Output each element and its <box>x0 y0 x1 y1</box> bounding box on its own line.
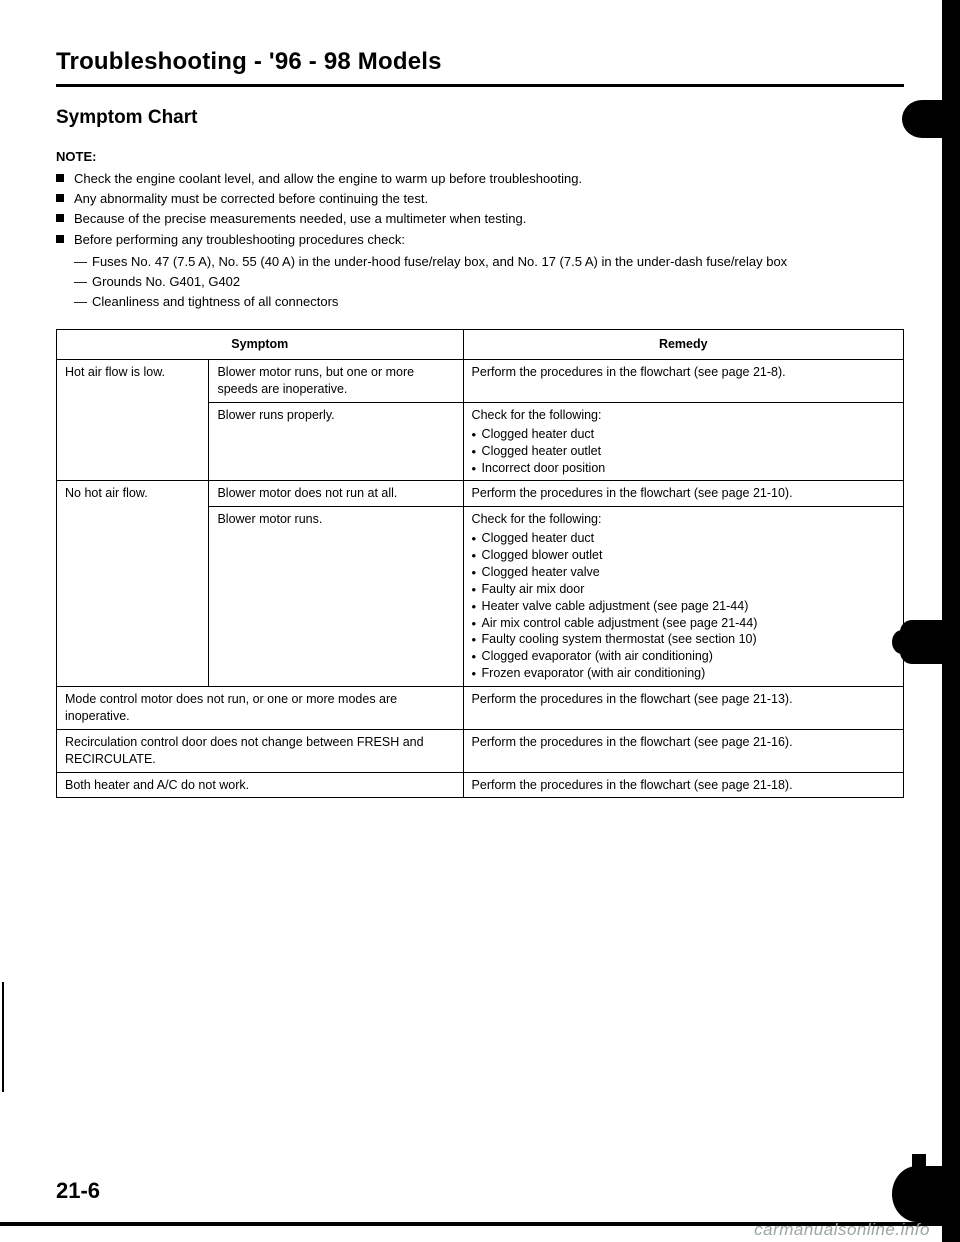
remedy-item: Air mix control cable adjustment (see pa… <box>472 615 895 632</box>
table-row: Mode control motor does not run, or one … <box>57 687 904 730</box>
remedy-list: Clogged heater duct Clogged blower outle… <box>472 530 895 682</box>
remedy-cell: Check for the following: Clogged heater … <box>463 402 903 481</box>
page-content: Troubleshooting - '96 - 98 Models Sympto… <box>0 0 960 1242</box>
note-item: Because of the precise measurements need… <box>56 210 904 228</box>
symptom-sub: Blower motor runs, but one or more speed… <box>209 360 463 403</box>
remedy-item: Clogged heater duct <box>472 426 895 443</box>
remedy-item: Clogged heater duct <box>472 530 895 547</box>
watermark-text: carmanualsonline.info <box>754 1220 930 1240</box>
remedy-cell: Perform the procedures in the flowchart … <box>463 481 903 507</box>
page-title: Troubleshooting - '96 - 98 Models <box>56 48 904 76</box>
remedy-item: Frozen evaporator (with air conditioning… <box>472 665 895 682</box>
section-title: Symptom Chart <box>56 107 904 129</box>
symptom-full: Recirculation control door does not chan… <box>57 729 464 772</box>
remedy-cell: Perform the procedures in the flowchart … <box>463 687 903 730</box>
remedy-list: Clogged heater duct Clogged heater outle… <box>472 426 895 477</box>
symptom-sub: Blower runs properly. <box>209 402 463 481</box>
note-label: NOTE: <box>56 149 904 164</box>
table-row: Recirculation control door does not chan… <box>57 729 904 772</box>
symptom-sub: Blower motor does not run at all. <box>209 481 463 507</box>
symptom-full: Both heater and A/C do not work. <box>57 772 464 798</box>
remedy-item: Faulty air mix door <box>472 581 895 598</box>
symptom-table: Symptom Remedy Hot air flow is low. Blow… <box>56 329 904 798</box>
note-item: Before performing any troubleshooting pr… <box>56 231 904 249</box>
remedy-item: Clogged blower outlet <box>472 547 895 564</box>
remedy-text: Perform the procedures in the flowchart … <box>472 692 793 706</box>
sub-note-item: Cleanliness and tightness of all connect… <box>74 293 904 311</box>
header-remedy: Remedy <box>463 330 903 360</box>
remedy-text: Perform the procedures in the flowchart … <box>472 365 786 379</box>
remedy-item: Clogged heater outlet <box>472 443 895 460</box>
remedy-cell: Perform the procedures in the flowchart … <box>463 360 903 403</box>
remedy-text: Check for the following: <box>472 512 602 526</box>
remedy-cell: Check for the following: Clogged heater … <box>463 507 903 687</box>
note-item: Any abnormality must be corrected before… <box>56 190 904 208</box>
table-row: Hot air flow is low. Blower motor runs, … <box>57 360 904 403</box>
header-symptom: Symptom <box>57 330 464 360</box>
table-row: Both heater and A/C do not work. Perform… <box>57 772 904 798</box>
table-header-row: Symptom Remedy <box>57 330 904 360</box>
symptom-main: Hot air flow is low. <box>57 360 209 481</box>
sub-note-list: Fuses No. 47 (7.5 A), No. 55 (40 A) in t… <box>56 253 904 312</box>
remedy-item: Clogged evaporator (with air conditionin… <box>472 648 895 665</box>
title-rule <box>56 84 904 87</box>
table-row: No hot air flow. Blower motor does not r… <box>57 481 904 507</box>
remedy-item: Heater valve cable adjustment (see page … <box>472 598 895 615</box>
remedy-item: Clogged heater valve <box>472 564 895 581</box>
symptom-full: Mode control motor does not run, or one … <box>57 687 464 730</box>
remedy-cell: Perform the procedures in the flowchart … <box>463 729 903 772</box>
remedy-item: Incorrect door position <box>472 460 895 477</box>
remedy-text: Perform the procedures in the flowchart … <box>472 778 793 792</box>
page-number: 21-6 <box>56 1178 100 1204</box>
note-list: Check the engine coolant level, and allo… <box>56 170 904 249</box>
symptom-main: No hot air flow. <box>57 481 209 687</box>
remedy-text: Perform the procedures in the flowchart … <box>472 486 793 500</box>
remedy-item: Faulty cooling system thermostat (see se… <box>472 631 895 648</box>
sub-note-item: Grounds No. G401, G402 <box>74 273 904 291</box>
remedy-text: Perform the procedures in the flowchart … <box>472 735 793 749</box>
remedy-text: Check for the following: <box>472 408 602 422</box>
symptom-sub: Blower motor runs. <box>209 507 463 687</box>
remedy-cell: Perform the procedures in the flowchart … <box>463 772 903 798</box>
note-item: Check the engine coolant level, and allo… <box>56 170 904 188</box>
sub-note-item: Fuses No. 47 (7.5 A), No. 55 (40 A) in t… <box>74 253 904 271</box>
